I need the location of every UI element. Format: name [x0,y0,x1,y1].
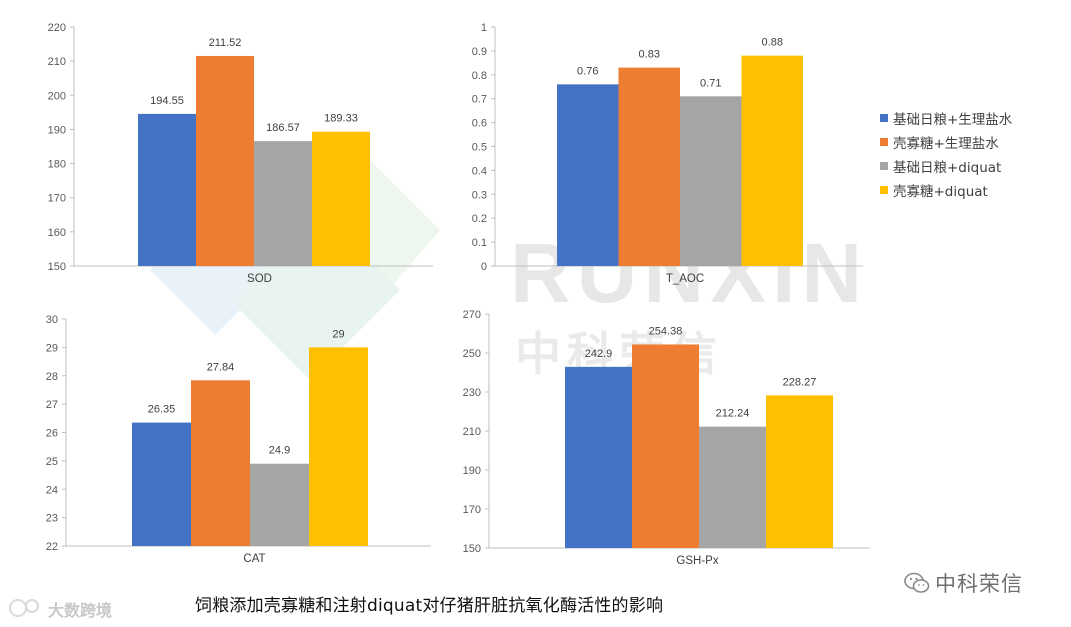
y-tick-label: 0.3 [472,189,487,201]
y-tick-label: 190 [48,124,66,136]
y-tick-label: 27 [46,399,58,411]
legend-item: 基础日粮+diquat [880,154,1012,178]
y-tick-label: 0.1 [472,237,487,249]
y-tick-label: 0.2 [472,213,487,225]
bar [138,113,196,266]
x-axis-label: T_AOC [666,273,704,285]
y-tick-label: 200 [48,90,66,102]
bar [557,84,619,266]
y-tick-label: 0.8 [472,70,487,82]
legend-swatch [880,162,888,170]
bar [196,55,254,267]
legend-label: 基础日粮+生理盐水 [893,112,1013,128]
y-tick-label: 230 [463,387,481,399]
y-tick-label: 29 [46,342,58,354]
legend-item: 基础日粮+生理盐水 [880,106,1012,130]
data-label: 27.84 [207,361,235,373]
y-tick-label: 160 [48,227,66,239]
legend: 基础日粮+生理盐水 壳寡糖+生理盐水 基础日粮+diquat 壳寡糖+diqua… [880,106,1012,202]
legend-swatch [880,138,888,146]
bar [618,67,680,266]
bar [312,131,370,266]
y-tick-label: 28 [46,371,58,383]
bar [632,344,699,548]
data-label: 211.52 [209,37,242,49]
y-tick-label: 23 [46,513,58,525]
y-tick-label: 170 [48,193,66,205]
y-tick-label: 180 [48,159,66,171]
bar [309,347,368,546]
data-label: 186.57 [266,122,300,134]
data-label: 24.9 [269,445,290,457]
figure-caption: 饲粮添加壳寡糖和注射diquat对仔猪肝脏抗氧化酶活性的影响 [195,596,664,616]
legend-label: 壳寡糖+diquat [893,184,988,200]
bar [191,380,250,546]
y-tick-label: 220 [48,22,66,34]
data-label: 0.76 [577,65,598,77]
data-label: 26.35 [148,404,176,416]
bar [132,422,191,546]
y-tick-label: 26 [46,428,58,440]
y-tick-label: 30 [46,314,58,326]
y-tick-label: 0.9 [472,46,487,58]
y-tick-label: 250 [463,348,481,360]
y-tick-label: 25 [46,456,58,468]
y-tick-label: 170 [463,504,481,516]
wechat-icon [904,572,930,593]
legend-label: 基础日粮+diquat [893,160,1002,176]
bar [699,426,766,548]
y-tick-label: 0.4 [472,165,487,177]
data-label: 0.83 [639,49,660,61]
legend-swatch [880,114,888,122]
data-label: 189.33 [324,113,358,125]
data-label: 29 [332,328,344,340]
data-label: 228.27 [783,376,817,388]
x-axis-label: CAT [243,553,265,565]
brand-name: 中科荣信 [935,572,1023,596]
y-tick-label: 150 [48,261,66,273]
y-tick-label: 22 [46,541,58,553]
bar [741,55,803,267]
legend-label: 壳寡糖+生理盐水 [893,136,999,152]
bar [565,366,632,548]
left-watermark-text: 大数跨境 [48,601,113,620]
y-tick-label: 150 [463,543,481,555]
x-axis-label: GSH-Px [676,555,718,567]
bar [254,141,312,266]
bar [766,395,833,548]
bar [250,463,309,546]
y-tick-label: 210 [48,56,66,68]
data-label: 212.24 [716,408,750,420]
y-tick-label: 270 [463,309,481,321]
data-label: 0.88 [762,37,783,49]
y-tick-label: 0.6 [472,118,487,130]
data-label: 242.9 [585,348,613,360]
y-tick-label: 210 [463,426,481,438]
data-label: 0.71 [700,77,721,89]
data-label: 254.38 [649,325,683,337]
y-tick-label: 190 [463,465,481,477]
bar [680,96,742,266]
legend-item: 壳寡糖+生理盐水 [880,130,1012,154]
y-tick-label: 1 [481,22,487,34]
legend-item: 壳寡糖+diquat [880,178,1012,202]
y-tick-label: 0 [481,261,487,273]
y-tick-label: 0.7 [472,94,487,106]
legend-swatch [880,186,888,194]
x-axis-label: SOD [247,273,272,285]
y-tick-label: 24 [46,484,58,496]
left-watermark-logo [9,599,39,617]
y-tick-label: 0.5 [472,142,487,154]
data-label: 194.55 [150,95,184,107]
